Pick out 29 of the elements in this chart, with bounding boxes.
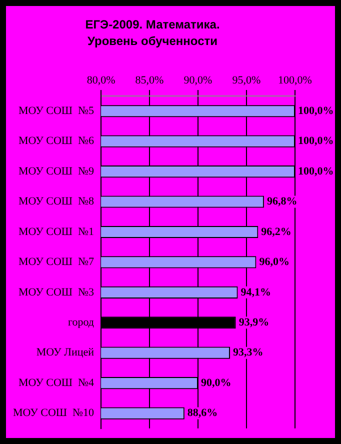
y-tick-label: город: [68, 316, 94, 329]
data-label: 100,0%: [298, 135, 334, 148]
x-tick-label: 85,0%: [135, 74, 164, 86]
chart-title: ЕГЭ-2009. Математика.: [85, 18, 220, 32]
data-label: 88,6%: [187, 407, 218, 420]
data-label: 96,8%: [266, 196, 298, 208]
chart-subtitle: Уровень обученности: [87, 34, 218, 48]
data-label: 93,9%: [238, 316, 270, 328]
y-tick-label: МОУ СОШ №5: [18, 105, 95, 117]
data-label: 93,3%: [233, 346, 264, 359]
x-tick-label: 95,0%: [232, 74, 261, 86]
data-label: 94,1%: [240, 286, 272, 298]
y-tick-label: МОУ СОШ №3: [18, 286, 95, 298]
x-tick-label: 80,0%: [86, 74, 116, 86]
data-label: 96,2%: [261, 226, 292, 238]
y-tick-label: МОУ СОШ №10: [12, 407, 95, 420]
data-label: 100,0%: [298, 165, 334, 178]
y-tick-label: МОУ СОШ №9: [18, 165, 95, 178]
y-tick-label: МОУ СОШ №6: [18, 135, 95, 148]
y-tick-label: МОУ СОШ №7: [18, 256, 95, 268]
data-label: 96,0%: [259, 256, 290, 268]
y-tick-label: МОУ Лицей: [36, 346, 94, 359]
y-tick-label: МОУ СОШ №8: [18, 196, 95, 208]
y-tick-label: МОУ СОШ №4: [18, 376, 95, 389]
data-label: 100,0%: [298, 104, 334, 117]
x-tick-label: 90,0%: [184, 74, 212, 86]
data-label: 90,0%: [201, 376, 232, 389]
x-tick-label: 100,0%: [278, 74, 312, 86]
y-tick-label: МОУ СОШ №1: [18, 226, 94, 238]
